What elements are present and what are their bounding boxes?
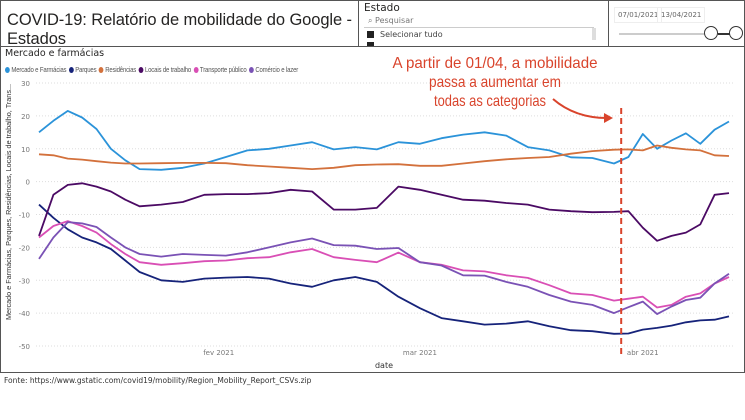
start-date-input[interactable]: 07/01/2021 [614, 7, 663, 23]
arrow-head-icon [604, 113, 613, 123]
y-tick-label: 0 [26, 179, 30, 187]
legend-item[interactable]: Parques [68, 65, 97, 74]
legend-label: Locais de trabalho [144, 65, 192, 74]
select-all-option[interactable]: Selecionar tudo [367, 30, 443, 39]
y-tick-label: -20 [19, 244, 30, 252]
end-date-input[interactable]: 13/04/2021 [657, 7, 706, 23]
legend-item[interactable]: Transporte público [193, 65, 247, 74]
y-tick-label: -10 [19, 212, 30, 220]
series-line-parques [38, 203, 730, 335]
legend-label: Mercado e Farmácias [11, 65, 67, 74]
legend-label: Residências [105, 65, 137, 74]
series-line-transporte-p-blico [38, 220, 730, 309]
annotation-line-1: A partir de 01/04, a mobilidade [393, 55, 598, 72]
y-tick-label: 10 [21, 146, 30, 154]
series-line-resid-ncias [38, 144, 730, 171]
report-title-box: COVID-19: Relatório de mobilidade do Goo… [0, 0, 359, 48]
annotation-arrow [552, 98, 608, 119]
slicer-title: Estado [364, 2, 400, 14]
legend-item[interactable]: Mercado e Farmácias [5, 65, 67, 74]
chart-title: Mercado e farmácias [5, 48, 105, 59]
legend-dot-icon [248, 67, 254, 74]
y-tick-label: 30 [21, 80, 30, 88]
checkbox-icon[interactable] [367, 31, 374, 38]
y-tick-label: -40 [19, 310, 30, 318]
legend-label: Parques [75, 65, 97, 74]
legend-dot-icon [193, 67, 199, 74]
slicer-scrollbar[interactable] [592, 28, 596, 40]
report-title: COVID-19: Relatório de mobilidade do Goo… [7, 11, 352, 48]
search-icon: ⌕ [368, 16, 376, 25]
search-placeholder: Pesquisar [375, 16, 414, 25]
legend-item[interactable]: Comércio e lazer [248, 65, 299, 74]
legend-dot-icon [68, 67, 74, 74]
legend-dot-icon [98, 67, 104, 74]
series-line-com-rcio-e-lazer [38, 221, 730, 316]
y-tick-label: 20 [21, 113, 30, 121]
date-slider-range [718, 33, 730, 35]
date-slider-track[interactable] [619, 33, 704, 35]
x-tick-label: abr 2021 [627, 349, 659, 357]
y-axis-title: Mercado e Farmácias, Parques, Residência… [4, 84, 13, 320]
series-line-locais-de-trabalho [38, 182, 730, 242]
x-tick-label: mar 2021 [403, 349, 437, 357]
y-tick-label: -30 [19, 277, 30, 285]
annotation: A partir de 01/04, a mobilidade passa a … [393, 55, 623, 354]
date-slider-end-handle[interactable] [729, 26, 743, 40]
annotation-line-2: passa a aumentar em [429, 74, 561, 91]
legend-label: Transporte público [199, 65, 247, 74]
legend-item[interactable]: Residências [98, 65, 137, 74]
y-tick-label: -50 [19, 343, 30, 351]
legend-dot-icon [138, 67, 144, 74]
x-axis-title: date [375, 361, 393, 370]
legend-label: Comércio e lazer [255, 65, 299, 74]
select-all-label: Selecionar tudo [380, 30, 443, 39]
checkbox-icon[interactable] [367, 42, 374, 47]
annotation-line-3: todas as categorias [434, 93, 546, 110]
x-tick-label: fev 2021 [203, 349, 234, 357]
series-line-mercado-e-farm-cias [38, 110, 730, 171]
legend-item[interactable]: Locais de trabalho [138, 65, 192, 74]
source-footer: Fonte: https://www.gstatic.com/covid19/m… [4, 376, 312, 385]
date-range-slicer: 07/01/2021 13/04/2021 [608, 0, 745, 47]
chart-legend: Mercado e Farmácias Parques Residências Loc… [5, 65, 298, 74]
date-slider-start-handle[interactable] [704, 26, 718, 40]
slicer-search-input[interactable]: ⌕ Pesquisar [364, 16, 594, 28]
legend-dot-icon [5, 67, 10, 74]
